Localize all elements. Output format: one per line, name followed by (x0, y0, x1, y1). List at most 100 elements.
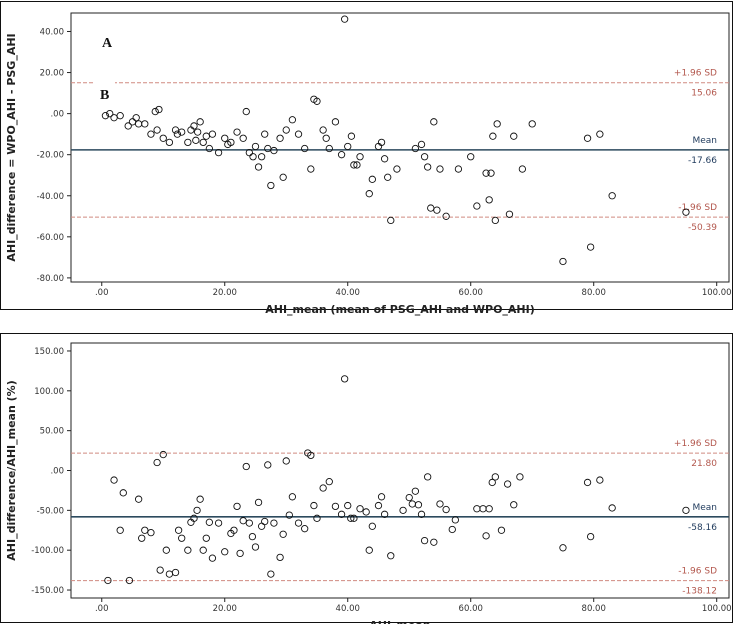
data-point (559, 544, 567, 552)
data-point (491, 216, 499, 225)
data-point (682, 506, 690, 514)
data-point (153, 126, 161, 134)
data-point (485, 196, 493, 204)
data-point (245, 148, 253, 157)
data-point (405, 493, 413, 502)
data-point (586, 532, 595, 541)
data-point (489, 132, 497, 140)
data-point (356, 153, 364, 161)
data-point (147, 130, 155, 138)
data-point (473, 505, 481, 513)
data-point (165, 570, 174, 578)
data-point (337, 151, 346, 159)
data-point (159, 450, 167, 459)
panel-letter-a: A (102, 36, 113, 51)
data-point (233, 128, 241, 136)
data-point (267, 181, 275, 190)
mean-label: Mean (692, 136, 717, 146)
data-point (141, 120, 149, 128)
x-tick-label: 20.00 (213, 604, 237, 614)
data-point (325, 144, 333, 153)
y-tick-label: .00 (50, 110, 64, 120)
data-point (159, 134, 167, 142)
data-point (608, 504, 616, 512)
data-point (436, 165, 444, 173)
data-point (196, 118, 204, 126)
data-point (254, 163, 263, 171)
data-point (493, 120, 501, 128)
data-point (221, 548, 229, 556)
data-point (199, 138, 207, 147)
data-point (518, 165, 527, 173)
y-tick-label: 40.00 (40, 27, 64, 37)
data-point (608, 192, 616, 200)
data-point (596, 476, 604, 484)
data-point (583, 478, 592, 487)
data-point (380, 155, 389, 163)
data-point (171, 568, 180, 577)
data-point (368, 175, 376, 183)
data-point (257, 153, 266, 161)
bland-altman-panel-b: .00 20.00 40.00 60.00 80.00 100.00 150.00 100.0… (0, 333, 733, 624)
data-point (116, 526, 124, 534)
data-point (301, 525, 309, 533)
data-point (307, 165, 315, 173)
chart-b-svg: .00 20.00 40.00 60.00 80.00 100.00 150.00 100.0… (5, 342, 732, 624)
data-point (119, 489, 127, 497)
data-point (134, 120, 143, 128)
data-point (436, 500, 444, 508)
x-axis-label: AHI_mean (369, 619, 431, 624)
data-point (264, 144, 272, 153)
data-point (276, 553, 284, 562)
data-point (344, 501, 352, 510)
upper-loa-label: +1.96 SD (674, 439, 717, 449)
data-point (251, 142, 260, 151)
data-point (242, 462, 250, 471)
x-tick-label: 20.00 (213, 288, 237, 298)
data-point (310, 501, 318, 510)
data-point (319, 484, 327, 492)
data-point (365, 546, 373, 554)
data-point (190, 122, 198, 130)
data-point (322, 134, 330, 142)
y-tick-label: -50.00 (37, 506, 64, 516)
mean-value: -58.16 (688, 523, 717, 533)
data-point (485, 505, 493, 513)
data-point (347, 132, 356, 140)
data-point (374, 501, 383, 510)
data-point (424, 163, 432, 171)
data-point (454, 165, 463, 173)
y-tick-label: 50.00 (40, 427, 64, 437)
mean-label: Mean (692, 503, 717, 513)
y-tick-label: -100.00 (31, 546, 64, 556)
data-point (430, 538, 438, 546)
y-tick-label: -60.00 (37, 233, 64, 243)
data-point (178, 534, 186, 542)
data-point (350, 514, 358, 522)
data-point (171, 126, 180, 134)
data-point (442, 505, 450, 514)
data-point (341, 15, 349, 23)
data-point (214, 148, 223, 157)
data-point (199, 546, 207, 554)
data-point (173, 130, 182, 138)
data-point (479, 505, 487, 513)
upper-loa-value: 15.06 (691, 89, 717, 99)
data-point (236, 549, 244, 558)
data-point (433, 206, 441, 214)
x-tick-label: .00 (95, 288, 109, 298)
data-point (559, 257, 567, 266)
data-point (230, 526, 238, 534)
data-point (583, 134, 592, 142)
data-point (285, 511, 293, 519)
data-point (141, 526, 149, 534)
plot-frame (70, 12, 730, 283)
data-point (282, 126, 290, 134)
data-point (205, 518, 214, 526)
data-point (482, 169, 490, 177)
data-point (473, 202, 481, 210)
x-axis-label: AHI_mean (mean of PSG_AHI and WPO_AHI) (265, 303, 535, 316)
data-point (134, 495, 143, 503)
data-point (411, 144, 420, 153)
data-point (347, 514, 355, 522)
